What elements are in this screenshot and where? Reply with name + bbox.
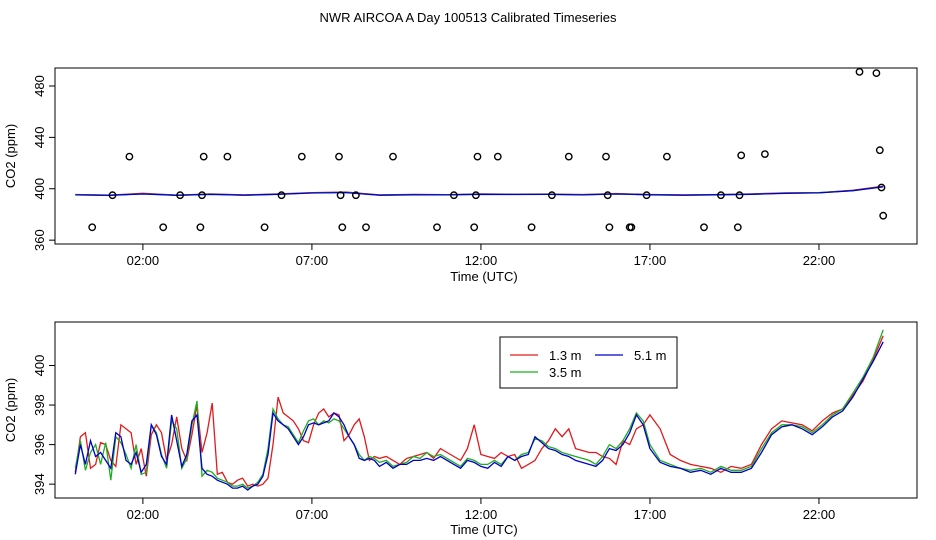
bottom-xlabel: Time (UTC) bbox=[450, 522, 517, 537]
legend: 1.3 m 5.1 m 3.5 m bbox=[499, 336, 678, 389]
top-points bbox=[88, 68, 888, 232]
top-data-point-24 bbox=[527, 223, 536, 232]
top-data-point-36 bbox=[733, 223, 742, 232]
top-data-point-33 bbox=[663, 152, 671, 161]
top-data-point-34 bbox=[700, 223, 708, 232]
bottom-yticks: 394 396 398 400 bbox=[32, 355, 55, 495]
top-data-point-3 bbox=[159, 223, 168, 232]
bottom-lines bbox=[74, 329, 884, 491]
top-ytick-label-3: 480 bbox=[32, 75, 47, 97]
top-data-point-17 bbox=[389, 152, 397, 161]
top-panel: 02:00 07:00 12:00 17:00 22:00 360 400 440 480 T… bbox=[3, 67, 918, 284]
top-data-point-43 bbox=[877, 183, 886, 192]
bottom-ylabel: CO2 (ppm) bbox=[3, 378, 18, 442]
bottom-plot-frame bbox=[54, 321, 918, 499]
top-data-point-35 bbox=[717, 191, 725, 200]
top-data-point-32 bbox=[642, 191, 651, 200]
bottom-xtick-label-1: 07:00 bbox=[296, 507, 329, 522]
top-ytick-label-0: 360 bbox=[32, 229, 47, 251]
top-ytick-label-1: 400 bbox=[32, 178, 47, 200]
top-data-point-7 bbox=[199, 152, 208, 161]
legend-label-5-1m: 5.1 m bbox=[634, 348, 667, 363]
top-xtick-label-1: 07:00 bbox=[296, 253, 329, 268]
bottom-panel: 02:00 07:00 12:00 17:00 22:00 394 396 398 400 T… bbox=[3, 321, 918, 537]
top-data-point-11 bbox=[297, 152, 306, 161]
top-data-point-16 bbox=[362, 223, 370, 232]
figure-title: NWR AIRCOA A Day 100513 Calibrated Times… bbox=[320, 10, 617, 25]
top-data-point-26 bbox=[564, 152, 573, 161]
top-lines bbox=[75, 185, 884, 196]
bottom-xtick-label-3: 17:00 bbox=[634, 507, 667, 522]
top-data-point-25 bbox=[548, 191, 556, 200]
top-yticks: 360 400 440 480 bbox=[32, 75, 55, 251]
top-xtick-label-2: 12:00 bbox=[465, 253, 498, 268]
top-data-point-2 bbox=[125, 152, 134, 161]
top-data-point-40 bbox=[855, 68, 864, 76]
top-data-point-42 bbox=[875, 146, 884, 155]
top-data-point-29 bbox=[605, 223, 614, 232]
bottom-xticks: 02:00 07:00 12:00 17:00 22:00 bbox=[127, 498, 836, 522]
top-data-point-15 bbox=[351, 191, 360, 200]
top-data-point-0 bbox=[88, 223, 97, 232]
top-data-point-28 bbox=[603, 191, 612, 200]
bottom-series-line-1-3-m bbox=[74, 335, 884, 487]
top-plot-frame bbox=[54, 67, 918, 245]
top-data-point-4 bbox=[176, 191, 185, 200]
legend-label-1-3m: 1.3 m bbox=[549, 348, 582, 363]
bottom-series-line-3-5-m bbox=[74, 329, 884, 489]
top-data-point-1 bbox=[108, 191, 117, 200]
top-data-point-5 bbox=[196, 223, 205, 232]
top-series-line-5-1-m bbox=[75, 186, 884, 196]
top-data-point-13 bbox=[336, 191, 345, 200]
top-data-point-38 bbox=[737, 151, 746, 160]
top-xlabel: Time (UTC) bbox=[450, 269, 517, 284]
top-data-point-6 bbox=[198, 191, 206, 200]
top-xtick-label-0: 02:00 bbox=[127, 253, 160, 268]
top-xtick-label-3: 17:00 bbox=[634, 253, 667, 268]
top-ytick-label-2: 440 bbox=[32, 127, 47, 149]
legend-label-3-5m: 3.5 m bbox=[549, 365, 582, 380]
top-data-point-8 bbox=[223, 152, 232, 161]
top-data-point-12 bbox=[335, 152, 343, 161]
top-data-point-10 bbox=[277, 191, 286, 200]
top-data-point-39 bbox=[761, 150, 769, 159]
top-data-point-18 bbox=[433, 223, 441, 232]
top-data-point-22 bbox=[473, 152, 482, 161]
bottom-xtick-label-0: 02:00 bbox=[127, 507, 160, 522]
top-data-point-21 bbox=[471, 191, 480, 200]
top-data-point-14 bbox=[338, 223, 347, 232]
top-ylabel: CO2 (ppm) bbox=[3, 124, 18, 188]
bottom-series-line-5-1-m bbox=[74, 341, 884, 491]
legend-box bbox=[499, 336, 678, 389]
top-xtick-label-4: 22:00 bbox=[803, 253, 836, 268]
top-data-point-37 bbox=[735, 191, 744, 200]
top-data-point-44 bbox=[879, 211, 888, 220]
top-xticks: 02:00 07:00 12:00 17:00 22:00 bbox=[127, 244, 836, 268]
bottom-ytick-label-1: 396 bbox=[32, 434, 47, 456]
bottom-xtick-label-2: 12:00 bbox=[465, 507, 498, 522]
bottom-ytick-label-0: 394 bbox=[32, 473, 47, 495]
top-data-point-27 bbox=[602, 152, 610, 161]
top-data-point-31 bbox=[627, 223, 636, 232]
top-data-point-20 bbox=[470, 223, 479, 232]
top-data-point-9 bbox=[260, 223, 269, 232]
top-data-point-19 bbox=[449, 191, 458, 200]
top-data-point-23 bbox=[493, 152, 502, 161]
bottom-ytick-label-3: 400 bbox=[32, 355, 47, 377]
bottom-xtick-label-4: 22:00 bbox=[803, 507, 836, 522]
bottom-ytick-label-2: 398 bbox=[32, 394, 47, 416]
top-data-point-41 bbox=[872, 69, 881, 78]
